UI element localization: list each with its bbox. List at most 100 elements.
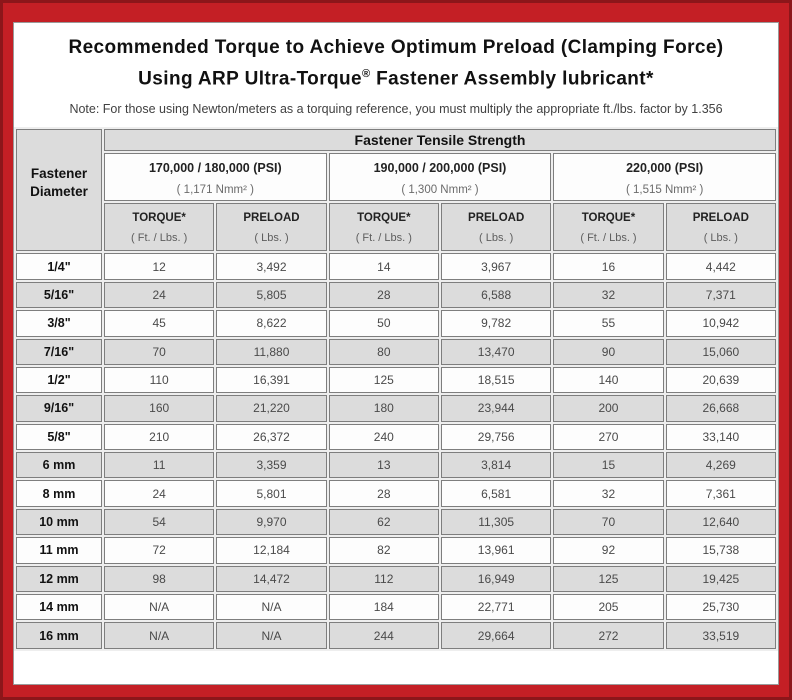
tensile-strength-header: Fastener Tensile Strength	[104, 129, 776, 152]
torque-table: Fastener Diameter Fastener Tensile Stren…	[14, 127, 778, 651]
preload-unit: ( Lbs. )	[479, 232, 514, 245]
torque-label: TORQUE*	[357, 212, 411, 225]
preload-cell: 11,305	[440, 508, 552, 536]
diameter-cell: 8 mm	[16, 480, 102, 507]
torque-column-header: TORQUE* ( Ft. / Lbs. )	[328, 203, 439, 252]
torque-cell: 28	[328, 281, 439, 309]
torque-cell: 12	[104, 253, 215, 280]
torque-cell: 24	[104, 480, 215, 507]
preload-cell: 15,060	[665, 338, 776, 365]
torque-cell: 62	[328, 508, 439, 536]
torque-cell: 125	[328, 366, 439, 394]
nmm-label: ( 1,171 Nmm² )	[176, 183, 254, 196]
torque-cell: 210	[104, 423, 215, 451]
torque-cell: 92	[553, 537, 664, 564]
diameter-cell: 11 mm	[16, 537, 102, 564]
preload-cell: 7,371	[665, 281, 776, 309]
table-row: 1/2" 110 16,391 125 18,515 140 20,639	[16, 366, 776, 394]
psi-header-cell: 190,000 / 200,000 (PSI) ( 1,300 Nmm² )	[328, 153, 552, 202]
torque-cell: 140	[553, 366, 664, 394]
preload-cell: 8,622	[216, 310, 327, 337]
preload-cell: 6,588	[440, 281, 552, 309]
table-row: 5/16" 24 5,805 28 6,588 32 7,371	[16, 281, 776, 309]
psi-header-cell: 170,000 / 180,000 (PSI) ( 1,171 Nmm² )	[104, 153, 327, 202]
preload-column-header: PRELOAD ( Lbs. )	[216, 203, 327, 252]
torque-cell: 24	[104, 281, 215, 309]
preload-cell: 29,756	[440, 423, 552, 451]
preload-column-header: PRELOAD ( Lbs. )	[665, 203, 776, 252]
diameter-cell: 1/2"	[16, 366, 102, 394]
table-row: 12 mm 98 14,472 112 16,949 125 19,425	[16, 565, 776, 593]
preload-cell: 12,640	[665, 508, 776, 536]
torque-cell: 244	[328, 622, 439, 649]
preload-cell: 11,880	[216, 338, 327, 365]
diameter-cell: 7/16"	[16, 338, 102, 365]
torque-cell: 184	[328, 594, 439, 621]
psi-header-row: 170,000 / 180,000 (PSI) ( 1,171 Nmm² ) 1…	[16, 153, 776, 202]
torque-cell: 70	[553, 508, 664, 536]
preload-label: PRELOAD	[692, 212, 749, 225]
diameter-cell: 9/16"	[16, 395, 102, 422]
torque-cell: 240	[328, 423, 439, 451]
preload-cell: 10,942	[665, 310, 776, 337]
preload-cell: 16,391	[216, 366, 327, 394]
table-row: 1/4" 12 3,492 14 3,967 16 4,442	[16, 253, 776, 280]
torque-cell: 15	[553, 452, 664, 479]
preload-cell: 22,771	[440, 594, 552, 621]
note-text: Note: For those using Newton/meters as a…	[69, 102, 723, 117]
preload-unit: ( Lbs. )	[703, 232, 738, 245]
preload-cell: 29,664	[440, 622, 552, 649]
torque-cell: 272	[553, 622, 664, 649]
torque-cell: 54	[104, 508, 215, 536]
preload-cell: 3,359	[216, 452, 327, 479]
torque-cell: 11	[104, 452, 215, 479]
registered-trademark-symbol: ®	[361, 68, 371, 80]
preload-cell: 5,801	[216, 480, 327, 507]
table-row: 10 mm 54 9,970 62 11,305 70 12,640	[16, 508, 776, 536]
diameter-cell: 16 mm	[16, 622, 102, 649]
table-row: 9/16" 160 21,220 180 23,944 200 26,668	[16, 395, 776, 422]
preload-cell: 20,639	[665, 366, 776, 394]
preload-cell: 5,805	[216, 281, 327, 309]
torque-cell: 90	[553, 338, 664, 365]
torque-column-header: TORQUE* ( Ft. / Lbs. )	[553, 203, 664, 252]
title-line2-text-a: Using ARP Ultra-Torque	[138, 68, 362, 90]
diameter-cell: 12 mm	[16, 565, 102, 593]
preload-cell: 4,269	[665, 452, 776, 479]
title-line1: Recommended Torque to Achieve Optimum Pr…	[68, 37, 724, 58]
column-header-row: TORQUE* ( Ft. / Lbs. ) PRELOAD ( Lbs. ) …	[16, 203, 776, 252]
psi-header-cell: 220,000 (PSI) ( 1,515 Nmm² )	[553, 153, 776, 202]
torque-cell: 13	[328, 452, 439, 479]
table-row: 3/8" 45 8,622 50 9,782 55 10,942	[16, 310, 776, 337]
psi-label: 190,000 / 200,000 (PSI)	[373, 160, 507, 175]
table-row: 14 mm N/A N/A 184 22,771 205 25,730	[16, 594, 776, 621]
nmm-label: ( 1,300 Nmm² )	[401, 183, 479, 196]
table-row: 8 mm 24 5,801 28 6,581 32 7,361	[16, 480, 776, 507]
diameter-cell: 3/8"	[16, 310, 102, 337]
preload-cell: 33,519	[665, 622, 776, 649]
table-row: 6 mm 11 3,359 13 3,814 15 4,269	[16, 452, 776, 479]
preload-cell: 3,814	[440, 452, 552, 479]
diameter-cell: 14 mm	[16, 594, 102, 621]
preload-cell: N/A	[216, 622, 327, 649]
title-line2: Using ARP Ultra-Torque® Fastener Assembl…	[14, 61, 778, 92]
diameter-cell: 10 mm	[16, 508, 102, 536]
diameter-cell: 5/8"	[16, 423, 102, 451]
psi-label: 170,000 / 180,000 (PSI)	[148, 160, 282, 175]
preload-cell: 6,581	[440, 480, 552, 507]
torque-cell: 82	[328, 537, 439, 564]
nmm-label: ( 1,515 Nmm² )	[625, 183, 704, 196]
preload-cell: 13,470	[440, 338, 552, 365]
torque-cell: 55	[553, 310, 664, 337]
torque-cell: 70	[104, 338, 215, 365]
table-row: 5/8" 210 26,372 240 29,756 270 33,140	[16, 423, 776, 451]
torque-unit: ( Ft. / Lbs. )	[355, 232, 412, 245]
torque-cell: 110	[104, 366, 215, 394]
table-row: 16 mm N/A N/A 244 29,664 272 33,519	[16, 622, 776, 649]
table-row: 7/16" 70 11,880 80 13,470 90 15,060	[16, 338, 776, 365]
preload-cell: 3,492	[216, 253, 327, 280]
torque-cell: 16	[553, 253, 664, 280]
preload-cell: 13,961	[440, 537, 552, 564]
group-header-row: Fastener Diameter Fastener Tensile Stren…	[16, 129, 776, 252]
